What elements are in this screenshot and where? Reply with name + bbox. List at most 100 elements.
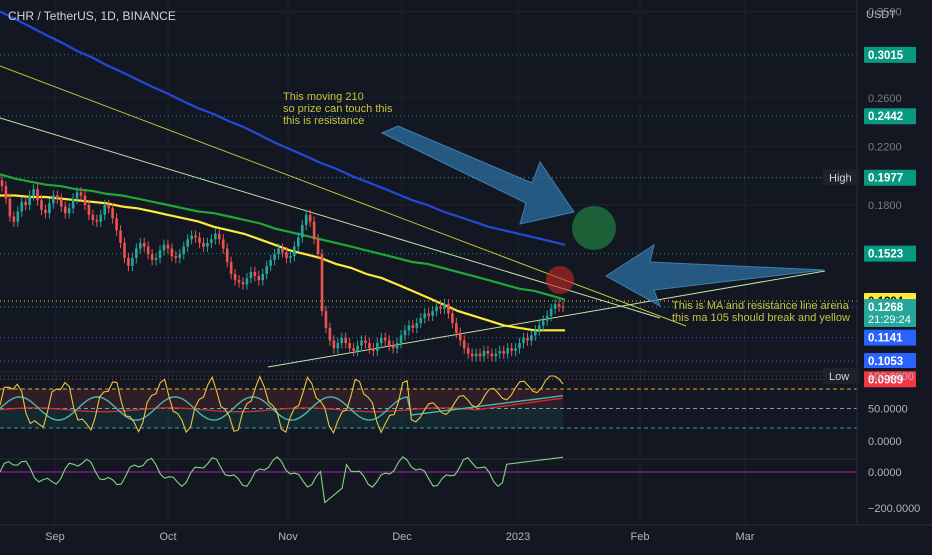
candle-body [154,258,158,260]
candle-body [506,348,509,354]
candle-body [8,198,12,217]
candle-body [526,337,529,341]
price-label: 0.1523 [868,249,903,261]
price-tick: 0.1800 [868,200,902,212]
currency-label: USDT [866,9,896,21]
candle-body [135,248,138,259]
candle-body [210,239,213,243]
note1-line3: this is resistance [283,115,364,127]
candle-body [308,214,312,222]
price-label-box [864,298,916,327]
candle-body [214,233,217,240]
price-tick: 0.3500 [868,7,902,19]
candle-body [470,353,474,357]
osc1-main-line [0,375,564,435]
candle-body [115,218,118,231]
candle-body [431,311,434,316]
candle-body [249,271,253,279]
note2-line2: this ma 105 should break and yellow [672,312,850,324]
candle-body [63,206,67,214]
candle-body [194,235,197,238]
candle-body [281,248,284,253]
candle-body [466,348,470,354]
candle-body [415,322,419,328]
candle-body [289,256,292,259]
candle-body [451,313,454,323]
time-axis[interactable]: Sep Oct Nov Dec 2023 Feb Mar [0,524,932,543]
note2-line1: This is MA and resistance line arena [672,300,850,312]
candle-body [44,209,47,214]
candle-body [265,265,268,274]
price-scale[interactable]: 0.3500 0.2600 0.2200 0.1800 0.3015 0.2442 0.19… [823,0,920,525]
candle-body [332,340,336,349]
osc1-signal-line [0,395,564,421]
candle-body [225,248,229,262]
candle-body [138,242,142,249]
candle-body [510,348,513,351]
candle-body [119,230,122,243]
candle-body [79,192,83,196]
candle-body [537,325,541,331]
price-label: 0.2442 [868,111,903,123]
candle-body [162,244,166,251]
candle-body [95,219,99,222]
candle-body [166,244,170,249]
candle-body [336,343,340,349]
candle-body [518,343,521,349]
candle-body [368,343,371,349]
candle-body [241,282,245,285]
price-label-box [864,245,916,262]
candle-body [304,214,308,226]
candle-body [348,343,351,349]
candle-body [293,246,296,257]
candle-body [530,335,533,341]
osc2-line [0,456,564,504]
candle-body [103,205,107,215]
candle-body [48,203,51,214]
candle-body [423,313,427,319]
countdown-label: 21:29:24 [868,314,911,326]
price-tick: 0.2600 [868,93,902,105]
candle-body [383,337,387,341]
candle-body [435,306,438,312]
candle-body [439,306,442,309]
candle-body [75,192,79,199]
drawings[interactable] [380,125,825,308]
candle-body [217,233,221,240]
candle-body [372,348,375,351]
candle-body [312,221,316,240]
candle-body [182,246,186,255]
candle-body [269,259,272,266]
candle-body [379,337,383,344]
candle-body [399,335,403,344]
candle-body [123,242,126,259]
chart-title: CHR / TetherUS, 1D, BINANCE [8,9,176,23]
osc1-tick: 0.0000 [868,436,902,448]
candle-body [59,198,63,207]
candle-body [0,180,4,187]
candle-body [206,242,209,247]
candle-body [395,343,399,349]
candle-body [67,208,71,214]
candle-body [253,271,257,277]
candle-body [261,273,265,281]
candle-body [376,343,379,351]
candle-body [99,214,103,222]
candle-body [233,273,237,281]
candle-body [328,327,332,341]
note1-line2: so prize can touch this [283,103,393,115]
candlesticks [0,175,565,362]
osc1-upper-band [0,389,563,409]
price-label: 0.1141 [868,333,903,345]
candle-body [170,248,174,257]
horizontal-levels [0,54,857,380]
candle-body [257,276,261,281]
oscillator-panel-1 [0,371,857,435]
candle-body [229,261,233,274]
candle-body [458,332,462,341]
candle-body [490,353,494,357]
tag-label: Low [829,371,849,383]
candle-body [24,201,28,205]
